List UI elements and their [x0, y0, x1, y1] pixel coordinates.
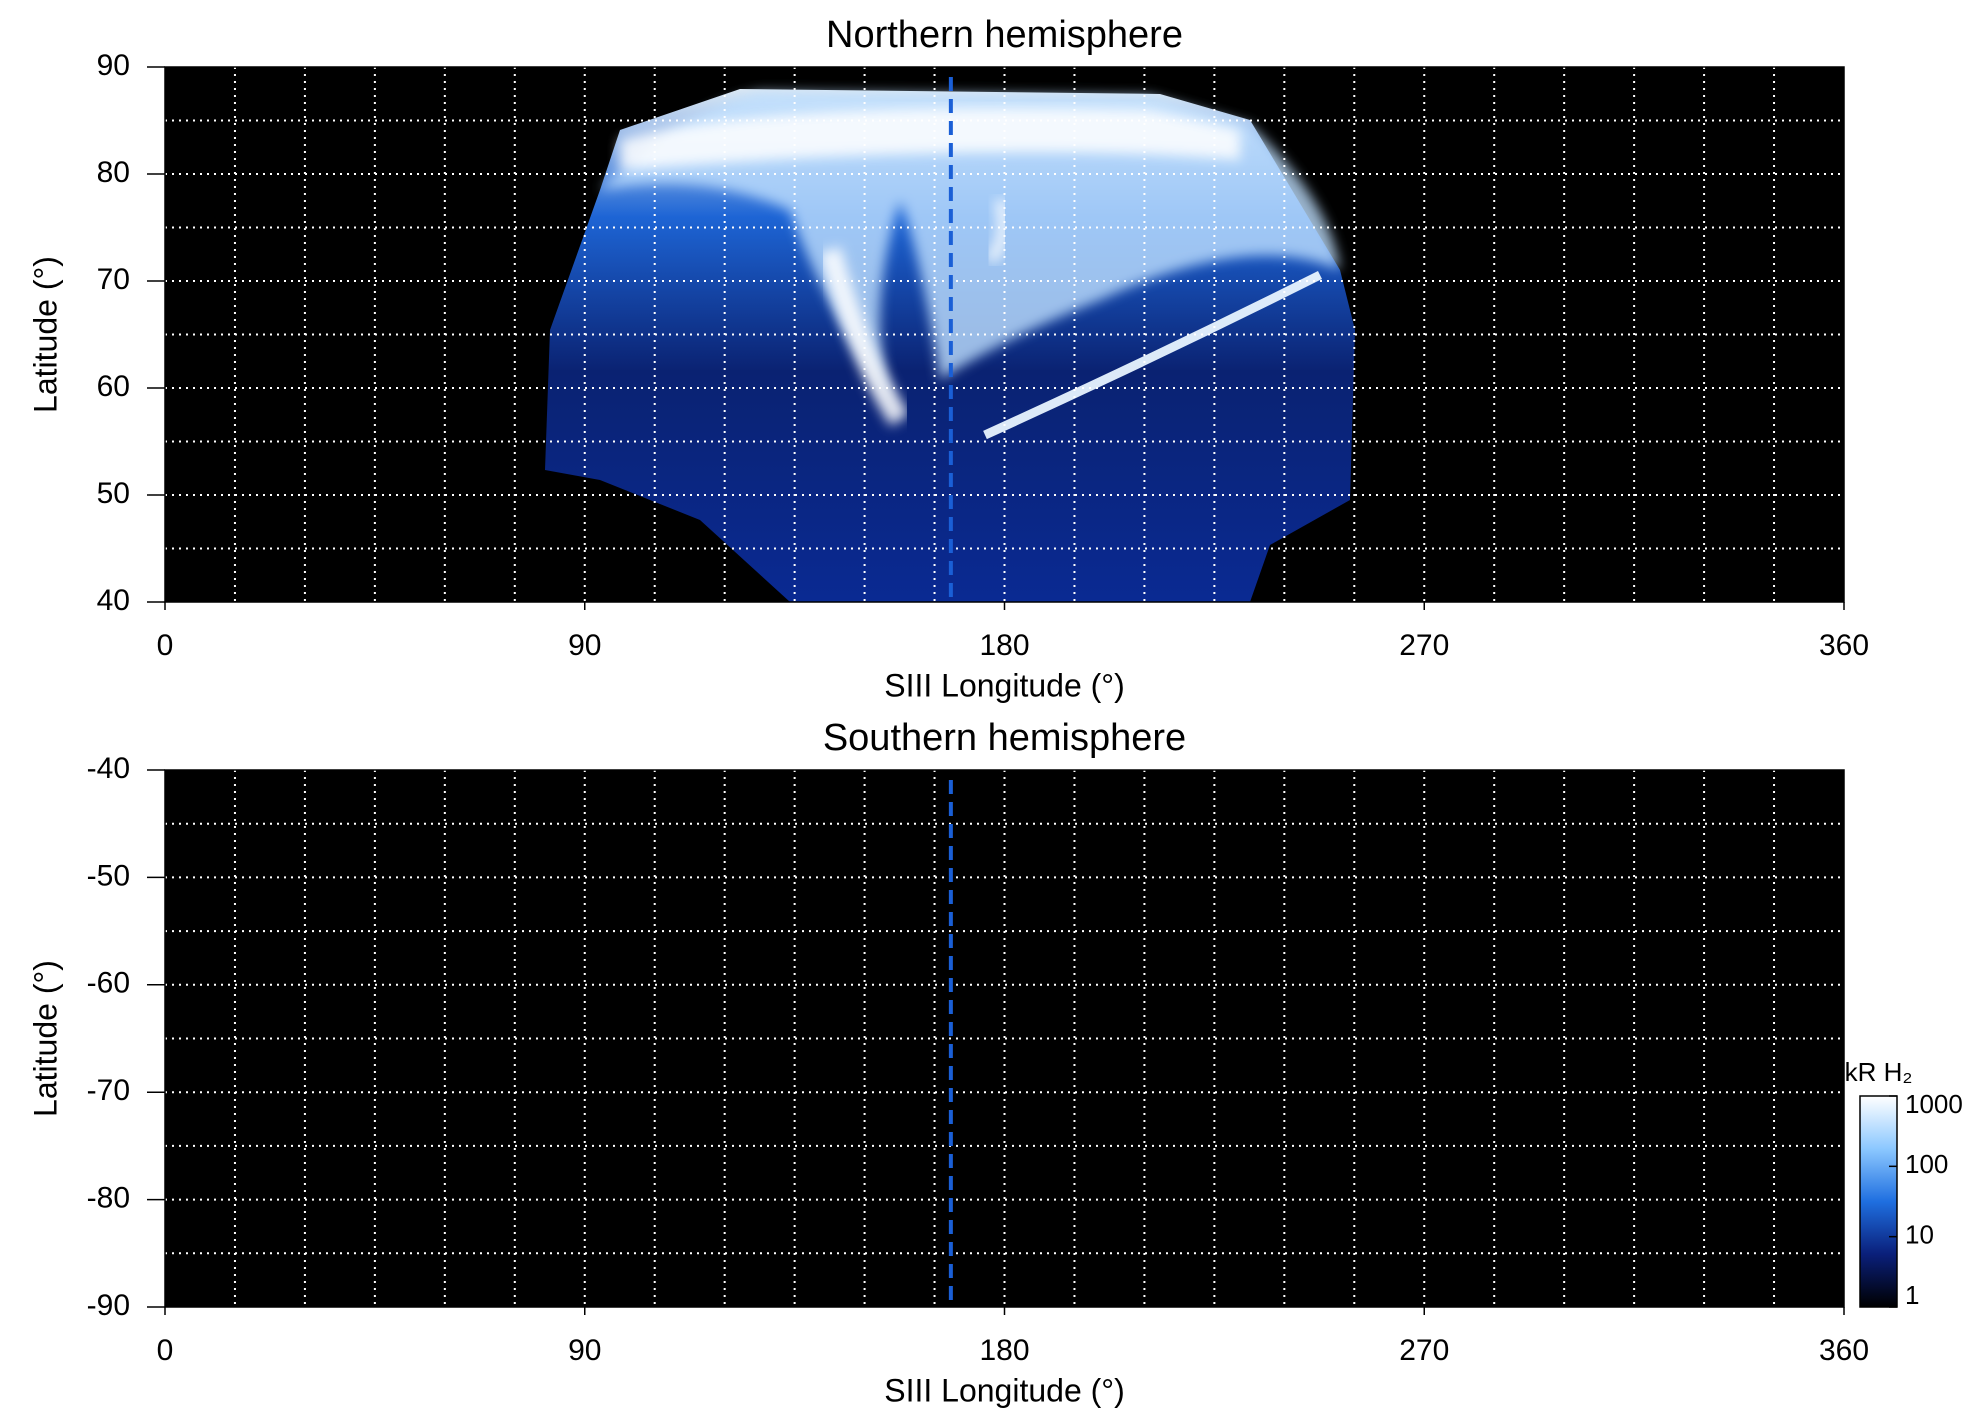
- colorbar-tick-label: 1000: [1905, 1089, 1963, 1119]
- colorbar: [1859, 1095, 1898, 1308]
- y-tick-label: -50: [87, 859, 130, 892]
- y-tick-label: -90: [87, 1289, 130, 1322]
- y-axis-title: Latitude (°): [27, 960, 63, 1117]
- y-tick-label: 40: [97, 584, 130, 617]
- x-tick-label: 180: [979, 1334, 1029, 1367]
- y-tick-label: 50: [97, 477, 130, 510]
- x-axis-title: SIII Longitude (°): [884, 1372, 1124, 1408]
- colorbar-tick-label: 10: [1905, 1220, 1934, 1250]
- y-tick-label: 90: [97, 49, 130, 82]
- y-tick-label: 70: [97, 263, 130, 296]
- y-tick-label: -40: [87, 752, 130, 785]
- x-tick-label: 270: [1399, 1334, 1449, 1367]
- y-tick-label: 80: [97, 156, 130, 189]
- y-tick-label: 60: [97, 370, 130, 403]
- y-axis-title: Latitude (°): [27, 256, 63, 413]
- x-tick-label: 90: [568, 629, 601, 662]
- chart-title: Southern hemisphere: [823, 717, 1186, 759]
- y-tick-label: -60: [87, 967, 130, 1000]
- plot-background: [165, 770, 1844, 1307]
- colorbar-tick-label: 1: [1905, 1280, 1919, 1310]
- x-tick-label: 90: [568, 1334, 601, 1367]
- x-tick-label: 360: [1819, 629, 1869, 662]
- x-tick-label: 0: [157, 629, 174, 662]
- colorbar-label: kR H₂: [1845, 1057, 1913, 1087]
- colorbar-tick-label: 100: [1905, 1149, 1948, 1179]
- x-tick-label: 180: [979, 629, 1029, 662]
- y-tick-label: -80: [87, 1182, 130, 1215]
- x-axis-title: SIII Longitude (°): [884, 667, 1124, 703]
- chart-title: Northern hemisphere: [826, 14, 1183, 56]
- x-tick-label: 360: [1819, 1334, 1869, 1367]
- y-tick-label: -70: [87, 1074, 130, 1107]
- x-tick-label: 0: [157, 1334, 174, 1367]
- x-tick-label: 270: [1399, 629, 1449, 662]
